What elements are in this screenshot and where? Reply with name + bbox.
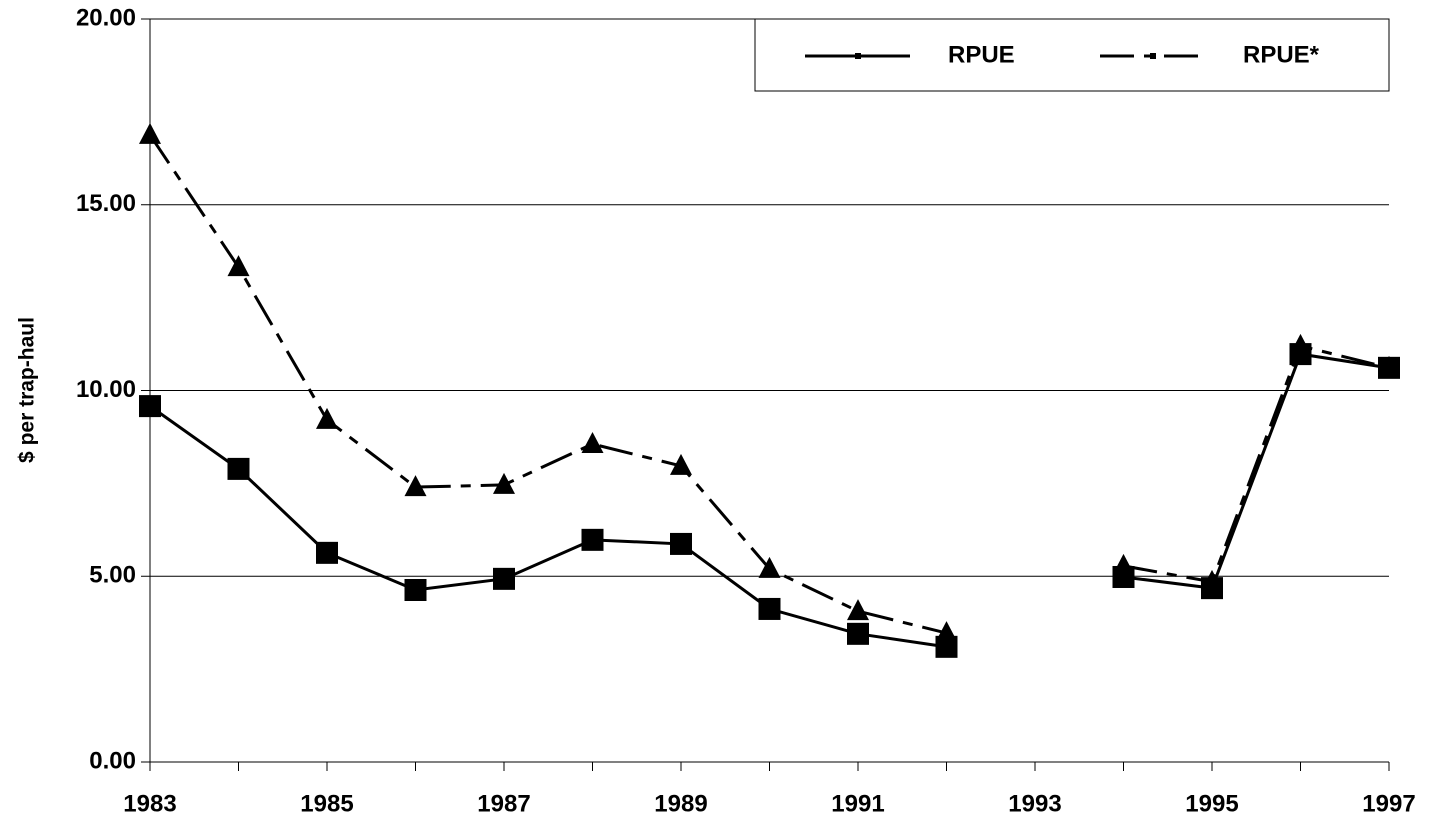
marker xyxy=(758,597,781,620)
legend-marker xyxy=(855,53,861,59)
x-tick-label: 1985 xyxy=(300,790,353,817)
x-tick-label: 1997 xyxy=(1362,790,1415,817)
marker xyxy=(758,556,781,578)
marker xyxy=(404,578,427,601)
marker xyxy=(139,122,161,144)
y-tick-label: 15.00 xyxy=(76,190,136,217)
series-line xyxy=(149,404,947,649)
marker xyxy=(227,255,250,277)
series-line xyxy=(148,134,947,635)
x-tick-label: 1995 xyxy=(1185,790,1238,817)
marker xyxy=(493,472,515,494)
marker xyxy=(670,453,692,475)
marker xyxy=(847,599,869,621)
y-tick-label: 20.00 xyxy=(76,4,136,31)
legend-label: RPUE xyxy=(948,41,1015,68)
marker xyxy=(1289,333,1312,355)
y-tick-label: 0.00 xyxy=(89,747,136,774)
legend-label: RPUE* xyxy=(1243,41,1320,68)
y-axis-label: $ per trap-haul xyxy=(16,317,39,463)
legend-marker xyxy=(1150,53,1156,59)
y-tick-label: 10.00 xyxy=(76,376,136,403)
marker xyxy=(1201,569,1223,591)
series-line xyxy=(1123,344,1390,584)
y-tick-label: 5.00 xyxy=(89,562,136,589)
x-tick-label: 1989 xyxy=(654,790,707,817)
marker xyxy=(493,567,515,590)
marker xyxy=(935,621,958,643)
marker xyxy=(847,622,869,645)
marker xyxy=(139,395,161,418)
marker xyxy=(227,457,250,480)
marker xyxy=(316,407,338,429)
marker xyxy=(670,532,692,555)
series-line xyxy=(1123,352,1390,590)
x-tick-label: 1993 xyxy=(1008,790,1061,817)
marker xyxy=(316,541,338,564)
marker xyxy=(1378,355,1400,377)
x-tick-label: 1983 xyxy=(123,790,176,817)
x-tick-label: 1987 xyxy=(477,790,530,817)
marker xyxy=(581,431,604,453)
marker xyxy=(404,475,427,497)
marker xyxy=(1112,553,1135,575)
x-tick-label: 1991 xyxy=(831,790,884,817)
marker xyxy=(581,528,604,551)
